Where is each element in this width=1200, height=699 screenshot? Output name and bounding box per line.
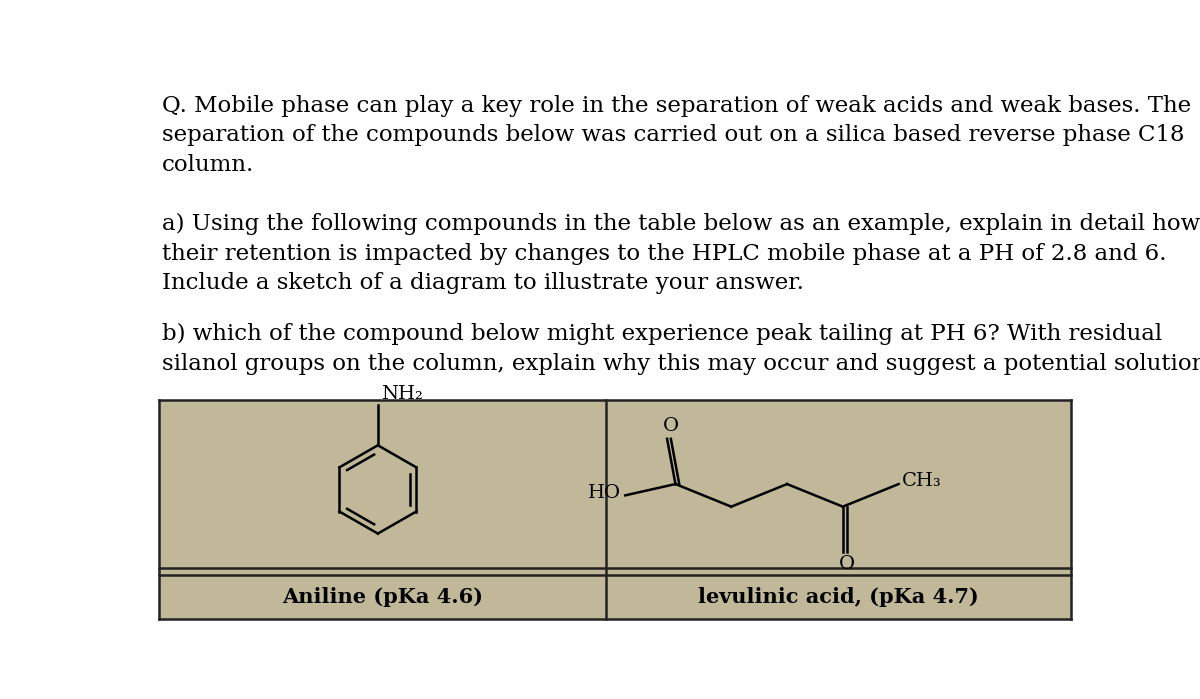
Text: Aniline (pKa 4.6): Aniline (pKa 4.6)	[282, 587, 482, 607]
Text: a) Using the following compounds in the table below as an example, explain in de: a) Using the following compounds in the …	[162, 213, 1200, 294]
Text: levulinic acid, (pKa 4.7): levulinic acid, (pKa 4.7)	[698, 587, 978, 607]
Text: b) which of the compound below might experience peak tailing at PH 6? With resid: b) which of the compound below might exp…	[162, 324, 1200, 375]
Text: NH₂: NH₂	[380, 385, 422, 403]
Text: HO: HO	[588, 484, 622, 502]
Text: CH₃: CH₃	[902, 473, 942, 491]
Text: O: O	[662, 417, 679, 435]
Text: Q. Mobile phase can play a key role in the separation of weak acids and weak bas: Q. Mobile phase can play a key role in t…	[162, 94, 1192, 176]
Bar	[160, 400, 1070, 619]
Text: O: O	[839, 554, 854, 572]
